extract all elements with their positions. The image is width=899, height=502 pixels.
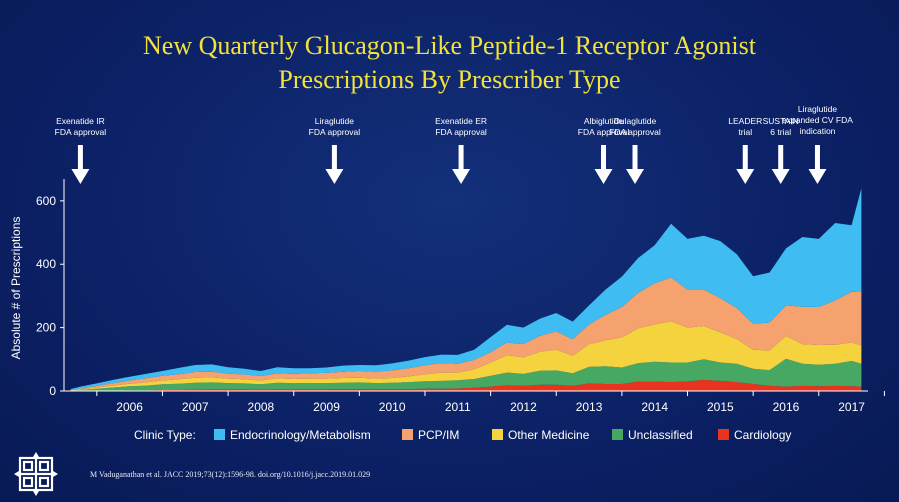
annotation-arrow-head bbox=[594, 169, 613, 184]
legend-swatch bbox=[492, 429, 503, 440]
x-tick-label: 2016 bbox=[773, 400, 800, 414]
legend-label: Unclassified bbox=[628, 428, 693, 442]
x-tick-label: 2015 bbox=[707, 400, 734, 414]
y-tick-label: 600 bbox=[36, 194, 56, 208]
legend-label: Other Medicine bbox=[508, 428, 590, 442]
annotation-label: Exenatide ER bbox=[435, 116, 487, 126]
annotation-label: FDA approval bbox=[55, 127, 107, 137]
legend-label: Endocrinology/Metabolism bbox=[230, 428, 371, 442]
annotation-label: indication bbox=[800, 126, 836, 136]
legend-swatch bbox=[612, 429, 623, 440]
annotation-label: SUSTAIN bbox=[763, 116, 799, 126]
legend-label: Cardiology bbox=[734, 428, 791, 442]
annotation-label: Liraglutide bbox=[315, 116, 354, 126]
citation-text: M Vaduganathan et al. JACC 2019;73(12):1… bbox=[90, 470, 371, 479]
annotation-arrow-head bbox=[452, 169, 471, 184]
legend-label: PCP/IM bbox=[418, 428, 459, 442]
annotation-arrow-shaft bbox=[742, 145, 748, 170]
annotation-arrow-head bbox=[71, 169, 90, 184]
y-axis-label: Absolute # of Prescriptions bbox=[9, 217, 23, 360]
y-tick-label: 200 bbox=[36, 321, 56, 335]
annotation-label: expanded CV FDA bbox=[782, 115, 853, 125]
annotation-arrow-shaft bbox=[778, 145, 784, 170]
annotation-label: FDA approval bbox=[309, 127, 361, 137]
annotation-arrow-head bbox=[325, 169, 344, 184]
annotation-arrow-shaft bbox=[77, 145, 83, 170]
chart-title-line-1: New Quarterly Glucagon-Like Peptide-1 Re… bbox=[143, 31, 756, 60]
x-tick-label: 2013 bbox=[576, 400, 603, 414]
annotation-label: Exenatide IR bbox=[56, 116, 105, 126]
x-tick-label: 2010 bbox=[379, 400, 406, 414]
annotation-arrow-head bbox=[736, 169, 755, 184]
annotation-label: trial bbox=[738, 127, 752, 137]
annotation-label: FDA approval bbox=[435, 127, 487, 137]
annotation-label: 6 trial bbox=[770, 127, 791, 137]
x-tick-label: 2011 bbox=[445, 400, 471, 414]
annotation-label: Liraglutide bbox=[798, 104, 837, 114]
area-series-unclassified bbox=[70, 358, 862, 391]
annotation-arrow-head bbox=[771, 169, 790, 184]
x-tick-label: 2006 bbox=[116, 400, 143, 414]
area-series-other-medicine bbox=[70, 321, 862, 391]
annotation-arrow-shaft bbox=[814, 145, 820, 170]
y-tick-label: 0 bbox=[49, 384, 56, 398]
annotation-label: FDA approval bbox=[609, 127, 661, 137]
area-series-cardiology bbox=[70, 379, 862, 391]
x-tick-label: 2012 bbox=[510, 400, 537, 414]
annotation-arrow-shaft bbox=[458, 145, 464, 170]
journal-logo-icon bbox=[14, 452, 58, 496]
x-tick-label: 2017 bbox=[838, 400, 865, 414]
annotation-arrow-shaft bbox=[331, 145, 337, 170]
area-series-pcp-im bbox=[70, 277, 862, 391]
legend-swatch bbox=[214, 429, 225, 440]
annotation-arrow-head bbox=[808, 169, 827, 184]
x-tick-label: 2008 bbox=[248, 400, 275, 414]
legend-title: Clinic Type: bbox=[134, 428, 196, 442]
y-tick-label: 400 bbox=[36, 257, 56, 271]
annotation-label: Albiglutide bbox=[584, 116, 623, 126]
annotation-label: FDA approval bbox=[578, 127, 630, 137]
x-tick-label: 2007 bbox=[182, 400, 209, 414]
annotation-arrow-head bbox=[626, 169, 645, 184]
annotation-label: LEADER bbox=[728, 116, 762, 126]
legend-swatch bbox=[402, 429, 413, 440]
x-tick-label: 2014 bbox=[641, 400, 668, 414]
area-series-endocrinology-metabolism bbox=[70, 188, 862, 390]
chart-title-line-2: Prescriptions By Prescriber Type bbox=[278, 65, 621, 94]
legend-swatch bbox=[718, 429, 729, 440]
annotation-label: Dulaglutide bbox=[614, 116, 657, 126]
annotation-arrow-shaft bbox=[601, 145, 607, 170]
stacked-area-chart: 0 200 400 600 Absolute # of Prescriptions 200… bbox=[9, 104, 885, 442]
annotation-arrow-shaft bbox=[632, 145, 638, 170]
x-tick-label: 2009 bbox=[313, 400, 340, 414]
